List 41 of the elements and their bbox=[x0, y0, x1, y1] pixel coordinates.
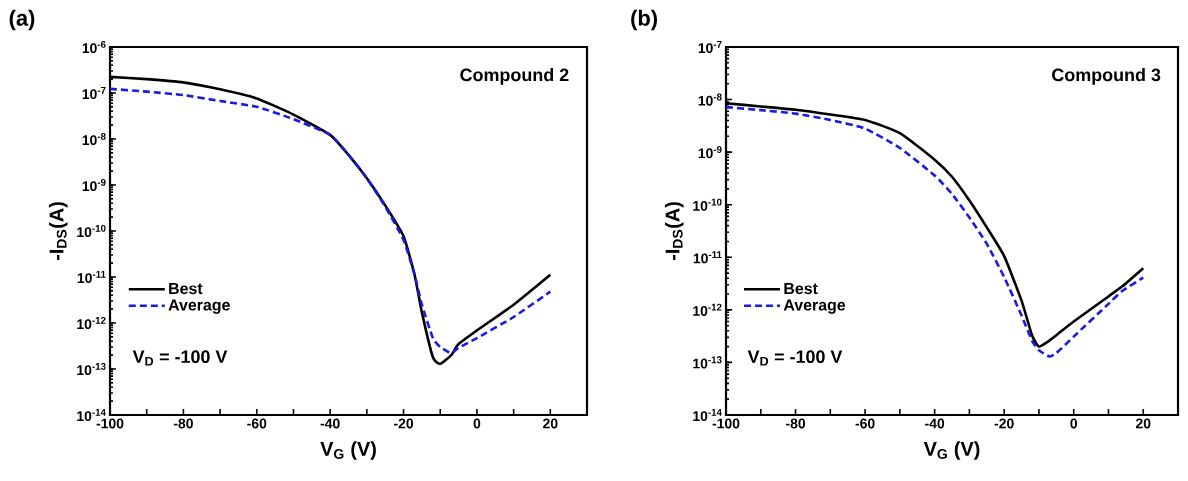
x-tick-label: -60 bbox=[247, 418, 267, 429]
x-tick-label: 0 bbox=[1070, 418, 1078, 429]
y-tick-label: 10$^{-8}$ bbox=[82, 132, 106, 146]
x-tick-label: 0 bbox=[473, 418, 481, 429]
y-tick-label: 10$^{-10}$ bbox=[693, 198, 722, 211]
legend-label: Average bbox=[168, 299, 230, 314]
annotation: V$_{D}$ = -100 V bbox=[747, 350, 843, 366]
x-axis-title: V$_{G}$ (V) bbox=[923, 441, 980, 460]
y-tick-label: 10$^{-9}$ bbox=[698, 146, 722, 159]
x-tick-label: -80 bbox=[786, 418, 806, 429]
y-tick-label: 10$^{-10}$ bbox=[77, 224, 106, 238]
y-tick-label: 10$^{-11}$ bbox=[693, 251, 722, 264]
chart-title: (b) bbox=[631, 9, 657, 31]
x-tick-label: -40 bbox=[925, 418, 945, 429]
y-tick-label: 10$^{-12}$ bbox=[77, 316, 106, 330]
y-tick-label: 10$^{-13}$ bbox=[77, 362, 106, 376]
y-tick-label: 10$^{-6}$ bbox=[82, 40, 106, 54]
y-axis-title: -I$_{DS}$(A) bbox=[664, 202, 684, 261]
y-tick-label: 10$^{-13}$ bbox=[693, 356, 722, 369]
chart-title: (a) bbox=[9, 9, 35, 31]
x-tick-label: 20 bbox=[1135, 418, 1151, 429]
legend-label: Best bbox=[784, 283, 818, 295]
y-tick-label: 10$^{-8}$ bbox=[698, 93, 722, 106]
x-axis-title: V$_{G}$ (V) bbox=[320, 441, 376, 460]
y-axis-title: -I$_{DS}$(A) bbox=[48, 202, 68, 261]
y-tick-label: 10$^{-7}$ bbox=[698, 40, 722, 54]
x-tick-label: 20 bbox=[543, 418, 558, 429]
x-tick-label: -60 bbox=[855, 418, 875, 429]
x-tick-label: -80 bbox=[173, 418, 193, 429]
x-tick-label: -20 bbox=[994, 418, 1014, 429]
annotation: V$_{D}$ = -100 V bbox=[132, 350, 228, 366]
legend-label: Best bbox=[169, 283, 203, 295]
y-tick-label: 10$^{-11}$ bbox=[77, 270, 106, 284]
x-tick-label: -20 bbox=[394, 418, 414, 429]
annotation: Compound 3 bbox=[1052, 68, 1161, 85]
y-tick-label: 10$^{-12}$ bbox=[693, 303, 722, 316]
y-tick-label: 10$^{-9}$ bbox=[82, 178, 106, 192]
x-tick-label: -40 bbox=[320, 418, 340, 429]
legend-label: Average bbox=[783, 299, 846, 314]
annotation: Compound 2 bbox=[460, 68, 569, 85]
y-tick-label: 10$^{-7}$ bbox=[82, 86, 106, 100]
